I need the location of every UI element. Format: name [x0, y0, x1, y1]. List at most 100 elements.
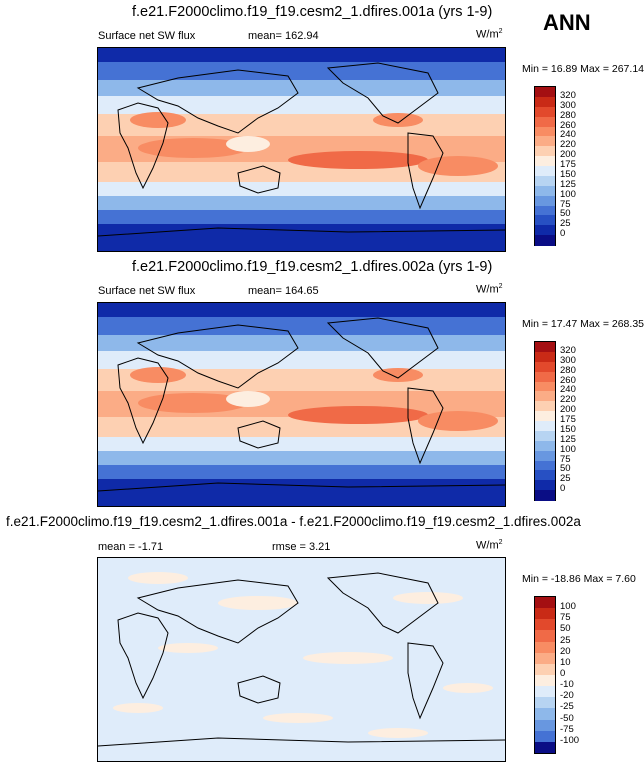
colorbar-segment [535, 391, 555, 402]
colorbar-segment [535, 116, 555, 127]
colorbar-tick-label: 25 [560, 218, 571, 230]
colorbar-segment [535, 440, 555, 452]
map-background [98, 558, 505, 761]
colorbar-segment [535, 411, 555, 422]
colorbar-segment [535, 146, 555, 157]
colorbar-tick-label: 200 [560, 404, 576, 416]
coast-eurasia [136, 324, 299, 389]
colorbar-tick-label: 50 [560, 623, 571, 635]
panel1-title: f.e21.F2000climo.f19_f19.cesm2_1.dfires.… [132, 4, 493, 20]
band-north-high [98, 303, 505, 317]
anomaly-patch [128, 572, 188, 584]
colorbar-tick-label: 150 [560, 423, 576, 435]
colorbar-segment [535, 450, 555, 461]
band-south-high [98, 224, 505, 251]
coastlines [98, 62, 505, 237]
colorbar-tick-label: 0 [560, 483, 566, 495]
colorbar-segment [535, 730, 555, 743]
colorbar-tick-label: 50 [560, 463, 571, 475]
colorbar-segment [535, 741, 555, 754]
colorbar-segment [535, 195, 555, 206]
band-tropics-edge-s [98, 182, 505, 196]
panel2-mean: mean= 164.65 [248, 285, 319, 297]
coast-africa [117, 357, 169, 445]
colorbar-tick-label: 100 [560, 601, 576, 613]
band-north-mid [98, 317, 505, 335]
panel3-title: f.e21.F2000climo.f19_f19.cesm2_1.dfires.… [6, 514, 581, 529]
colorbar-tick-label: 240 [560, 384, 576, 396]
panel3-map [97, 557, 506, 762]
coast-africa [117, 102, 169, 190]
panel3-rmse: rmse = 3.21 [272, 541, 331, 553]
colorbar-segment [535, 351, 555, 363]
band-tropics-s [98, 417, 505, 437]
panel3-units: W/m2 [476, 539, 503, 552]
panel1-units: W/m2 [476, 28, 503, 41]
colorbar-tick-label: 100 [560, 188, 576, 200]
band-south-mid [98, 210, 505, 224]
colorbar-tick-label: 75 [560, 198, 571, 210]
coastlines [98, 572, 505, 747]
colorbar-tick-label: 220 [560, 394, 576, 406]
colorbar-tick-label: -75 [560, 723, 574, 735]
band-north-high [98, 48, 505, 62]
band-north-low [98, 80, 505, 96]
colorbar-tick-label: 20 [560, 645, 571, 657]
colorbar-tick-label: 25 [560, 473, 571, 485]
colorbar-tick-label: 125 [560, 178, 576, 190]
colorbar-segment [535, 719, 555, 732]
colorbar-segment [535, 106, 555, 118]
colorbar-tick-label: 125 [560, 433, 576, 445]
band-north-mid [98, 62, 505, 80]
anomaly-patch [218, 596, 298, 610]
panel1-field-label: Surface net SW flux [98, 30, 196, 42]
colorbar-tick-label: 100 [560, 443, 576, 455]
colorbar-tick-label: 75 [560, 612, 571, 624]
colorbar-segment [535, 608, 555, 620]
coast-north-america [326, 572, 439, 634]
colorbar-segment [535, 597, 555, 609]
warm-patch-atlantic-s [418, 156, 498, 176]
colorbar-segment [535, 460, 555, 471]
colorbar-segment [535, 470, 555, 481]
warm-patch-atlantic-s [418, 411, 498, 431]
colorbar-tick-label: -10 [560, 679, 574, 691]
panel2-minmax: Min = 17.47 Max = 268.35 [522, 318, 644, 330]
colorbar-tick-label: -100 [560, 734, 580, 746]
colorbar-segment [535, 430, 555, 442]
anomaly-patch [303, 652, 393, 664]
band-north-low [98, 335, 505, 351]
colorbar-segment [535, 675, 555, 687]
colorbar-tick-label: 175 [560, 414, 576, 425]
colorbar-tick-label: 300 [560, 99, 576, 111]
colorbar-segment [535, 361, 555, 373]
warm-patch-pacific [288, 151, 428, 169]
panel1-map [97, 47, 506, 252]
colorbar-segment [535, 708, 555, 721]
panel1-colorbar: 320 300 280 260 240 220 200 175 150 125 100 75 50 25 0 [534, 86, 604, 248]
colorbar-segment [535, 215, 555, 226]
colorbar-tick-label: 0 [560, 228, 566, 240]
anomaly-patch [443, 683, 493, 693]
colorbar-segment [535, 126, 555, 137]
band-south-mid [98, 465, 505, 479]
colorbar-tick-label: 0 [560, 668, 566, 679]
colorbar-segment [535, 175, 555, 187]
panel2-map [97, 302, 506, 507]
colorbar-segment [535, 136, 555, 147]
coast-australia [237, 165, 281, 194]
colorbar-segment [535, 480, 555, 491]
colorbar-segment [535, 342, 555, 353]
band-south-high [98, 479, 505, 506]
colorbar-segment [535, 156, 555, 167]
colorbar-tick-label: 280 [560, 364, 576, 376]
season-label: ANN [543, 10, 591, 35]
colorbar-tick-label: 200 [560, 149, 576, 161]
colorbar-segment [535, 96, 555, 108]
anomaly-patch [263, 713, 333, 723]
coastlines [98, 317, 505, 492]
panel3-colorbar: 100 75 50 25 20 10 0 -10 -20 -25 -50 -75 -100 [534, 596, 604, 758]
colorbar-segment [535, 630, 555, 643]
coast-australia [237, 675, 281, 704]
coast-antarctica [98, 737, 505, 747]
